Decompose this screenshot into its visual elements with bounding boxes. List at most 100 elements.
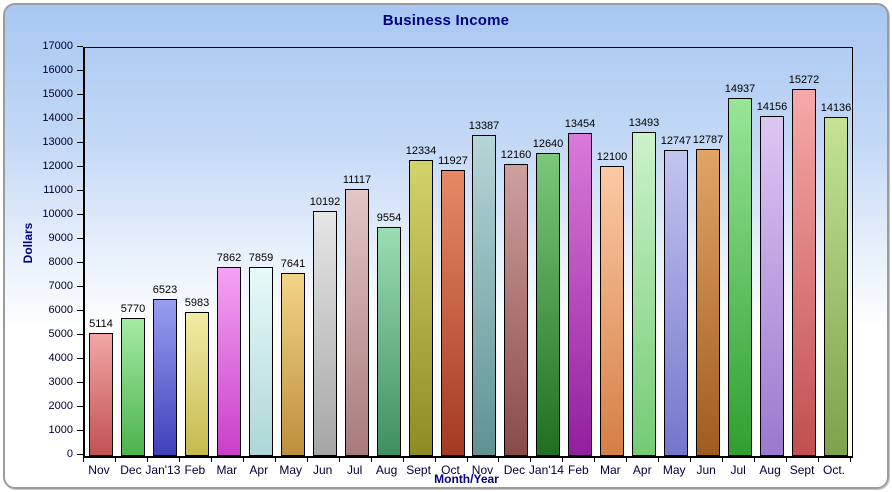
x-axis-category-label: Mar [216,463,238,477]
x-axis-category-label: Dec [120,463,142,477]
bar-sept-10 [409,160,433,456]
bar-nov-0 [89,333,113,456]
y-axis-tick-label: 10000 [42,208,73,220]
x-axis-tick [115,457,116,462]
bar-value-label: 12334 [405,145,437,157]
x-axis-tick [467,457,468,462]
x-axis-category-label: May [279,463,303,477]
y-axis-tick [77,262,83,263]
bar-value-label: 14937 [724,83,756,95]
bar-jun-19 [696,149,720,456]
bar-value-label: 6523 [152,284,178,296]
bar-jun-7 [313,211,337,456]
x-axis-tick [594,457,595,462]
y-axis-tick [77,430,83,431]
bar-feb-15 [568,133,592,456]
x-axis-category-label: Jan'14 [528,463,564,477]
bar-jan13-2 [153,299,177,456]
y-axis-tick-label: 15000 [42,88,73,100]
y-axis-tick-label: 5000 [48,328,73,340]
x-axis-tick [562,457,563,462]
x-axis-tick [626,457,627,462]
bar-value-label: 12747 [660,135,692,147]
x-axis-category-label: Aug [375,463,398,477]
bar-value-label: 11117 [342,174,372,186]
bar-value-label: 5770 [120,303,146,315]
y-axis-tick [77,406,83,407]
y-axis-tick-label: 13000 [42,136,73,148]
x-axis-tick [690,457,691,462]
x-axis-tick [371,457,372,462]
bar-value-label: 7641 [280,258,306,270]
x-axis-tick [179,457,180,462]
y-axis-tick-label: 3000 [48,376,73,388]
bar-nov-12 [472,135,496,456]
bar-value-label: 12787 [692,134,724,146]
bar-value-label: 13454 [564,118,596,130]
x-axis-tick [786,457,787,462]
y-axis-tick [77,94,83,95]
bar-mar-16 [600,166,624,456]
bar-value-label: 12160 [500,149,532,161]
bar-value-label: 13387 [468,120,500,132]
x-axis-tick [147,457,148,462]
x-axis-category-label: Nov [471,463,494,477]
bar-jan14-14 [536,153,560,456]
x-axis-tick [83,457,84,462]
y-axis-tick-label: 4000 [48,352,73,364]
x-axis-category-label: Jul [346,463,363,477]
bar-value-label: 14156 [756,101,788,113]
y-axis-tick-label: 6000 [48,304,73,316]
bar-may-18 [664,150,688,456]
x-axis-category-label: Aug [759,463,781,477]
y-axis-tick [77,46,83,47]
bar-oct-23 [824,117,848,456]
bar-value-label: 12100 [596,151,628,163]
x-axis-category-label: Mar [599,463,621,477]
x-axis-category-label: Jan'13 [145,463,181,477]
x-axis-category-label: Oct [441,463,460,477]
y-axis-tick-label: 9000 [48,232,73,244]
bar-value-label: 11927 [438,155,468,167]
y-axis-tick-label: 14000 [42,112,73,124]
bar-value-label: 14136 [820,102,852,114]
x-axis-tick [211,457,212,462]
x-axis-tick [435,457,436,462]
x-axis-category-label: Sept [406,463,431,477]
x-axis-tick [498,457,499,462]
x-axis-title: Month/Year [434,472,499,486]
y-axis-tick [77,454,83,455]
x-axis-category-label: Apr [632,463,652,477]
x-axis-category-label: Feb [568,463,589,477]
bar-feb-3 [185,312,209,456]
x-axis-category-label: Oct. [823,463,846,477]
bar-apr-5 [249,267,273,456]
x-axis-tick [307,457,308,462]
y-axis-tick-label: 17000 [42,40,73,52]
bar-aug-21 [760,116,784,456]
x-axis-tick [530,457,531,462]
x-axis-tick [754,457,755,462]
y-axis-tick-label: 0 [66,448,73,460]
y-axis-tick [77,70,83,71]
bar-may-6 [281,273,305,456]
x-axis-category-label: Sept [789,463,815,477]
x-axis-category-label: Nov [88,463,110,477]
y-axis-tick [77,238,83,239]
x-axis-tick [243,457,244,462]
y-axis-tick [77,190,83,191]
bar-dec-13 [504,164,528,456]
bar-value-label: 10192 [309,196,341,208]
plot-area: 5114 5770 6523 5983 7862 7859 7641 10192 11117 95… [83,47,853,458]
x-axis-category-label: Apr [249,463,269,477]
x-axis-category-label: May [662,463,686,477]
y-axis-tick-label: 11000 [43,184,73,196]
y-axis-tick-label: 2000 [48,400,73,412]
y-axis-tick [77,382,83,383]
x-axis-category-label: Jun [696,463,716,477]
y-axis-tick [77,166,83,167]
chart-panel: Business Income 5114 5770 6523 5983 7862 7859… [3,3,889,489]
x-axis-tick [403,457,404,462]
y-axis-tick-label: 16000 [42,64,73,76]
